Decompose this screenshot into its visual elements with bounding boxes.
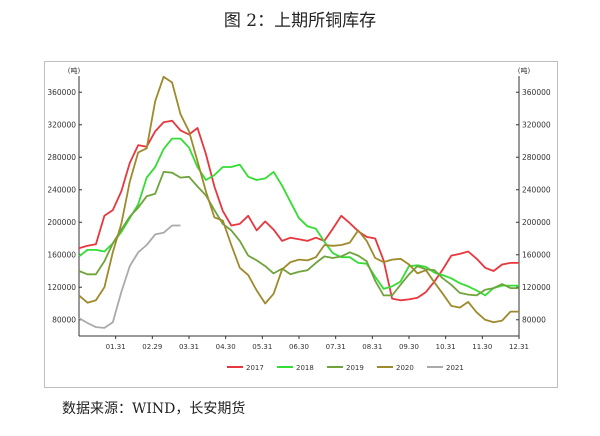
- legend-label-2020: 2020: [396, 364, 414, 372]
- x-tick-label: 07.31: [326, 343, 346, 351]
- source-note: 数据来源：WIND，长安期货: [62, 401, 246, 417]
- series-line-2020: [78, 75, 519, 324]
- y-tick-label-left: 320000: [47, 120, 76, 129]
- y-unit-right: (吨): [518, 66, 531, 75]
- chart-frame: (吨) (吨) 80000 80000 120000 120000 160000 160000…: [44, 61, 558, 388]
- y-tick-label-right: 360000: [522, 88, 551, 97]
- y-tick-label-left: 360000: [47, 88, 76, 97]
- y-tick-label-left: 160000: [47, 250, 76, 259]
- y-tick-label-left: 120000: [47, 283, 76, 292]
- x-tick-label: 01.31: [106, 343, 126, 351]
- x-tick-label: 02.29: [142, 343, 162, 351]
- legend-label-2017: 2017: [246, 364, 264, 372]
- figure-title: 图 2：上期所铜库存: [223, 11, 377, 31]
- y-tick-label-right: 240000: [522, 185, 551, 194]
- legend-label-2021: 2021: [446, 364, 464, 372]
- y-tick-label-left: 200000: [47, 218, 76, 227]
- legend-label-2019: 2019: [346, 364, 364, 372]
- x-tick-label: 10.31: [436, 343, 456, 351]
- x-tick-label: 04.30: [216, 343, 236, 351]
- line-chart: (吨) (吨) 80000 80000 120000 120000 160000 160000…: [47, 66, 551, 372]
- legend-label-2018: 2018: [296, 364, 314, 372]
- y-unit-left: (吨): [68, 66, 81, 75]
- y-tick-label-left: 80000: [52, 315, 76, 324]
- y-tick-label-right: 160000: [522, 250, 551, 259]
- x-tick-label: 06.30: [289, 343, 309, 351]
- y-tick-label-right: 80000: [522, 315, 546, 324]
- x-tick-label: 11.30: [472, 343, 492, 351]
- x-tick-label: 03.31: [179, 343, 199, 351]
- y-tick-label-right: 120000: [522, 283, 551, 292]
- y-tick-label-left: 240000: [47, 185, 76, 194]
- series-line-2018: [78, 137, 519, 297]
- x-tick-label: 09.30: [399, 343, 419, 351]
- series-line-2017: [78, 119, 519, 302]
- y-tick-label-right: 200000: [522, 218, 551, 227]
- x-tick-label: 05.31: [252, 343, 272, 351]
- y-tick-label-right: 320000: [522, 120, 551, 129]
- x-tick-label: 08.31: [362, 343, 382, 351]
- series-line-2021: [78, 224, 181, 329]
- x-tick-label: 12.31: [509, 343, 529, 351]
- y-tick-label-right: 280000: [522, 153, 551, 162]
- y-tick-label-left: 280000: [47, 153, 76, 162]
- series-line-2019: [78, 171, 519, 297]
